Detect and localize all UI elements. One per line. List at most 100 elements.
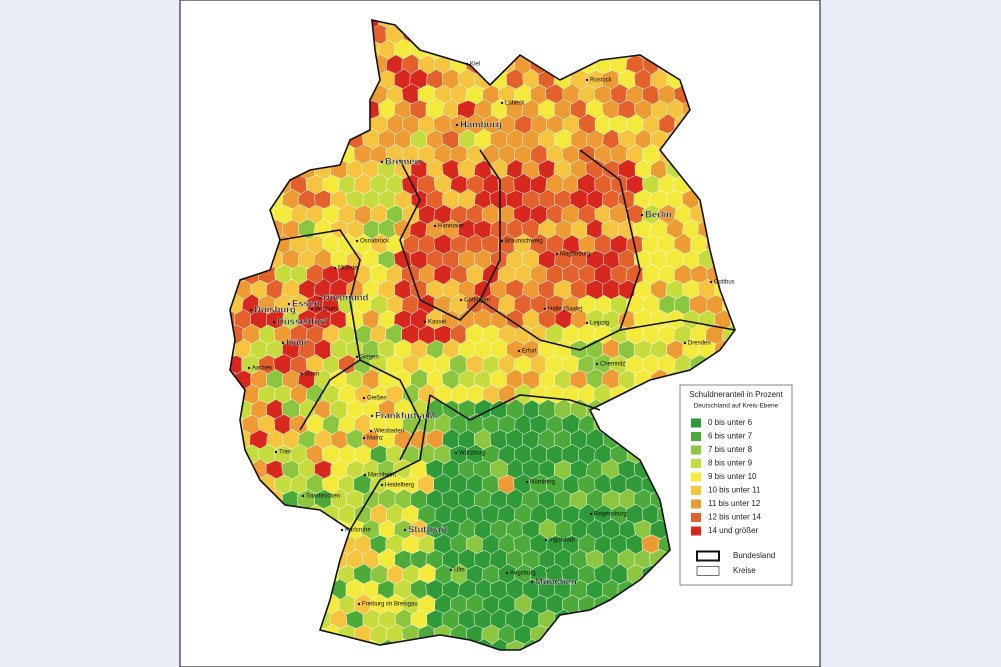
city-label: Augsburg <box>510 571 536 577</box>
city-label: Halle (Saale) <box>548 307 583 313</box>
city-dot <box>683 341 687 345</box>
city-label: Würzburg <box>459 451 485 457</box>
city-dot <box>640 213 644 217</box>
city-dot <box>333 266 337 270</box>
city-label: Nürnberg <box>530 480 555 486</box>
city-dot <box>369 429 373 433</box>
legend-label: 8 bis unter 9 <box>708 459 753 468</box>
legend-label: 14 und größer <box>708 526 759 535</box>
city-label: Rostock <box>590 78 613 84</box>
city-label: Düsseldorf <box>277 317 327 328</box>
legend-swatch <box>691 418 701 428</box>
city-dot <box>500 101 504 105</box>
city-label: Freiburg im Breisgau <box>362 602 418 608</box>
city-label: Berlin <box>645 210 672 221</box>
legend-swatch <box>691 526 701 536</box>
city-label: Regensburg <box>594 512 627 518</box>
city-label: Mainz <box>367 436 383 442</box>
legend-swatch <box>691 445 701 455</box>
legend-swatch <box>691 513 701 522</box>
city-label: Köln <box>286 338 307 349</box>
city-dot <box>455 123 459 127</box>
city-dot <box>449 568 453 572</box>
city-dot <box>340 528 344 532</box>
city-label: Bochum <box>315 307 337 313</box>
city-dot <box>585 321 589 325</box>
city-label: Saarbrücken <box>306 494 340 500</box>
city-dot <box>363 473 367 477</box>
city-label: Ulm <box>454 568 465 574</box>
city-dot <box>517 349 521 353</box>
city-dot <box>500 239 504 243</box>
city-label: Heidelberg <box>385 483 414 489</box>
city-dot <box>247 366 251 370</box>
legend-swatch <box>691 486 701 495</box>
legend-boundary-swatch <box>696 566 720 576</box>
legend-boundary-label: Bundesland <box>733 551 775 560</box>
city-dot <box>555 252 559 256</box>
city-label: Dresden <box>688 341 711 347</box>
city-dot <box>433 224 437 228</box>
legend-label: 7 bis unter 8 <box>708 445 753 454</box>
state-borders <box>229 19 736 651</box>
city-label: Leipzig <box>590 321 609 327</box>
city-label: Göttingen <box>464 298 490 304</box>
city-dot <box>544 538 548 542</box>
city-dot <box>357 602 361 606</box>
city-label: Trier <box>279 450 291 456</box>
city-label: Osnabrück <box>360 239 390 245</box>
city-dot <box>272 320 276 324</box>
city-label: Siegen <box>360 355 379 361</box>
city-label: Kiel <box>470 62 480 68</box>
city-label: Frankfurt a.M. <box>375 411 438 422</box>
city-dot <box>380 483 384 487</box>
city-dot <box>355 355 359 359</box>
city-label: Gießen <box>367 396 387 402</box>
city-label: Kassel <box>428 320 446 326</box>
city-label: Aachen <box>252 366 272 372</box>
legend-label: 6 bis unter 7 <box>708 432 753 441</box>
legend-label: 0 bis unter 6 <box>708 418 753 427</box>
city-dot <box>585 78 589 82</box>
city-dot <box>530 580 534 584</box>
city-label: Duisburg <box>254 305 296 316</box>
city-label: Ingolstadt <box>549 538 575 544</box>
city-dot <box>300 372 304 376</box>
legend-title: Schuldneranteil in Prozent <box>689 390 783 399</box>
city-label: Erfurt <box>522 349 537 355</box>
city-dot <box>355 239 359 243</box>
city-dot <box>465 62 469 66</box>
city-dot <box>380 160 384 164</box>
city-label: Wiesbaden <box>374 429 404 435</box>
city-label: Essen <box>292 299 320 310</box>
city-label: Chemnitz <box>600 362 625 368</box>
city-label: Hamburg <box>460 120 502 131</box>
legend-label: 9 bis unter 10 <box>708 472 757 481</box>
legend-swatch <box>691 432 701 441</box>
city-dot <box>310 307 314 311</box>
city-label: Münster <box>338 266 360 272</box>
city-label: München <box>535 577 577 588</box>
city-labels: Kiel Lübeck Rostock Hamburg Bremen Berlin Hann… <box>247 62 735 608</box>
city-label: Braunschweig <box>505 239 543 245</box>
city-dot <box>454 451 458 455</box>
legend-label: 10 bis unter 11 <box>708 486 761 495</box>
city-dot <box>274 450 278 454</box>
city-label: Lübeck <box>505 101 525 107</box>
city-dot <box>362 436 366 440</box>
legend-swatch <box>691 499 701 509</box>
city-label: Stuttgart <box>408 525 448 536</box>
city-dot <box>249 308 253 312</box>
legend-swatch <box>691 459 701 468</box>
city-dot <box>525 480 529 484</box>
city-dot <box>543 307 547 311</box>
city-dot <box>403 528 407 532</box>
legend-label: 11 bis unter 12 <box>708 499 761 508</box>
city-dot <box>589 512 593 516</box>
city-label: Mannheim <box>368 473 396 479</box>
legend-label: 12 bis unter 14 <box>708 513 761 522</box>
legend-boundary-swatch <box>696 550 720 562</box>
city-label: Magdeburg <box>560 252 590 258</box>
